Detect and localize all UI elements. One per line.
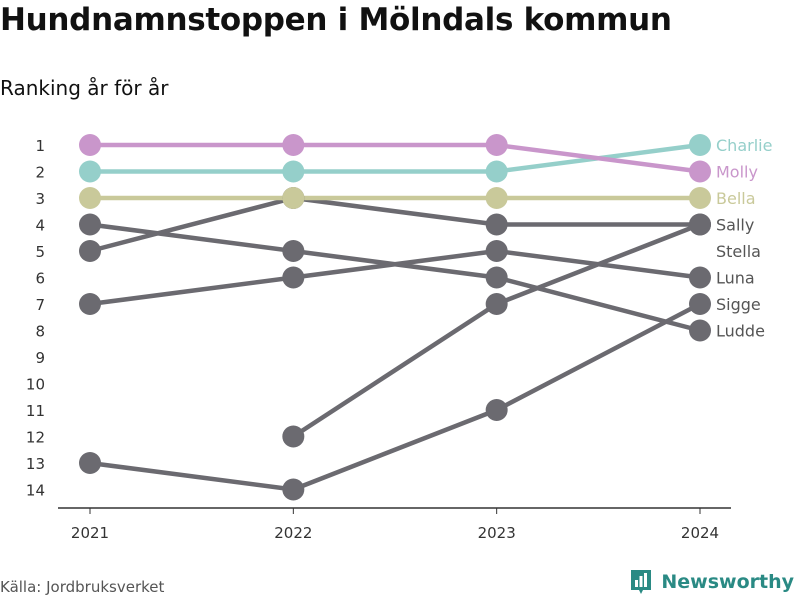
series-point-sigge [79, 452, 101, 474]
brand-logo[interactable]: Newsworthy [629, 568, 794, 596]
series-point-sally [282, 425, 305, 448]
series-point-charlie [689, 134, 711, 156]
bar-chart-logo-icon [631, 570, 652, 594]
end-label-luna: Luna [716, 269, 755, 288]
end-label-stella: Stella [716, 242, 761, 261]
series-line-sigge [87, 301, 703, 492]
series-point-sigge [689, 293, 711, 315]
series-point-bella [79, 187, 101, 209]
y-tick-label: 9 [35, 349, 45, 367]
x-tick-label: 2021 [71, 524, 109, 542]
y-tick-label: 12 [26, 429, 45, 447]
series-point-molly [689, 160, 711, 183]
y-tick-label: 8 [35, 323, 45, 341]
chart-title: Hundnamnstoppen i Mölndals kommun [0, 2, 672, 38]
end-label-charlie: Charlie [716, 136, 772, 155]
chart-subtitle: Ranking år för år [0, 76, 169, 100]
series-point-luna [689, 266, 711, 289]
y-tick-label: 1 [35, 137, 45, 155]
series-point-charlie [485, 160, 508, 183]
series-point-luna [485, 240, 508, 262]
series-point-sigge [282, 478, 305, 501]
y-tick-label: 14 [26, 482, 45, 500]
brand-name: Newsworthy [661, 571, 794, 593]
end-label-molly: Molly [716, 163, 758, 182]
series-point [485, 213, 508, 236]
series-points [79, 134, 711, 501]
series-point-sally [689, 213, 711, 236]
series-point-molly [282, 134, 305, 156]
series-point-ludde [79, 213, 101, 236]
y-tick-label: 10 [26, 376, 45, 394]
series-point-charlie [79, 160, 101, 183]
series-point-sigge [485, 399, 508, 421]
series-point-luna [282, 266, 305, 289]
x-tick-label: 2024 [681, 524, 719, 542]
y-tick-label: 13 [26, 455, 45, 473]
end-label-ludde: Ludde [716, 322, 765, 341]
end-label-sally: Sally [716, 216, 754, 235]
y-tick-label: 11 [26, 402, 45, 420]
series-point-ludde [689, 319, 711, 342]
y-tick-label: 2 [35, 164, 45, 182]
x-tick-label: 2022 [274, 524, 312, 542]
series-point-ludde [485, 266, 508, 289]
series-point-bella [485, 187, 508, 209]
series-point-ludde [282, 240, 305, 262]
series-point-molly [485, 134, 508, 156]
series-line-ludde [87, 222, 703, 333]
series-point-bella [689, 187, 711, 209]
series-lines [87, 142, 703, 492]
source-note: Källa: Jordbruksverket [0, 578, 165, 596]
series-line-molly [87, 142, 703, 174]
series-point-sally [485, 293, 508, 315]
end-labels: Charlie Molly Bella Sally Stella Luna Sigge Lud… [716, 136, 772, 341]
series-point-charlie [282, 160, 305, 183]
series-point-bella [282, 187, 305, 209]
series-point [79, 240, 101, 262]
y-tick-label: 6 [35, 270, 45, 288]
series-point-luna [79, 293, 101, 315]
x-tick-label: 2023 [478, 524, 516, 542]
y-tick-label: 4 [35, 217, 45, 235]
y-tick-label: 3 [35, 190, 45, 208]
end-label-sigge: Sigge [716, 295, 761, 314]
y-tick-label: 5 [35, 243, 45, 261]
series-point-molly [79, 134, 101, 156]
y-tick-label: 7 [35, 296, 45, 314]
end-label-bella: Bella [716, 189, 756, 208]
series-line [87, 195, 703, 254]
